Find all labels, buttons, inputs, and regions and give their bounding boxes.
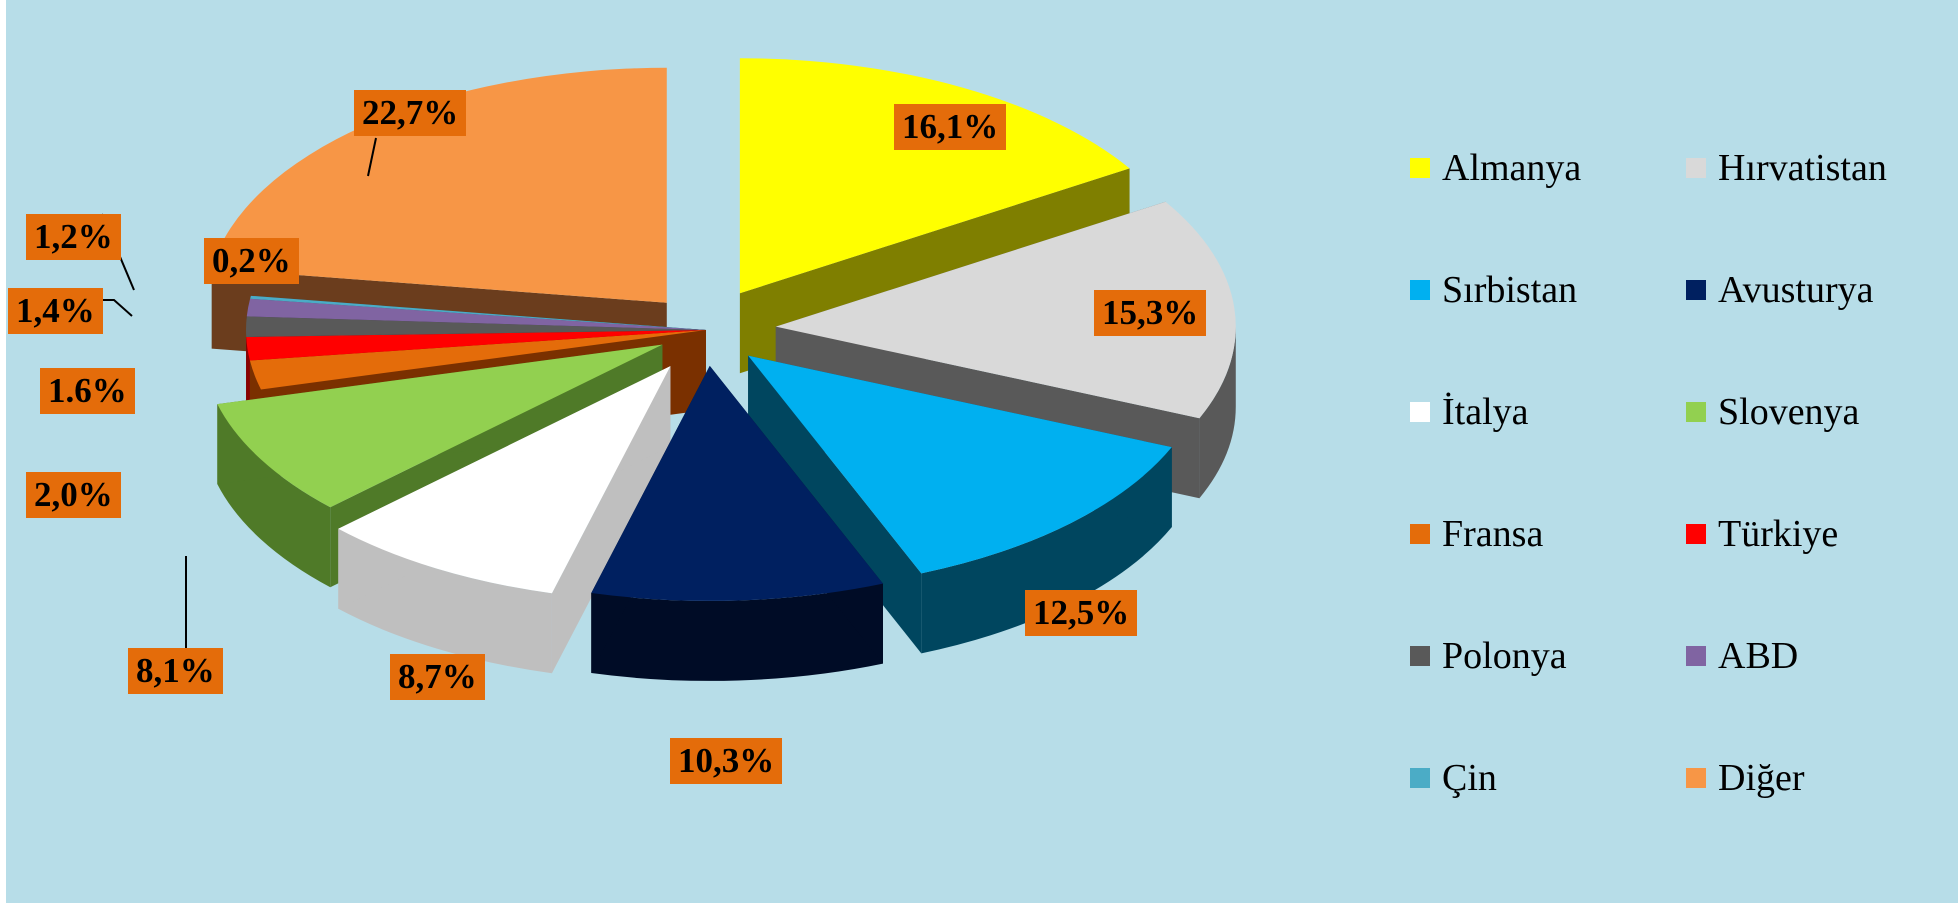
legend-swatch [1686, 646, 1706, 666]
legend-label: Türkiye [1718, 513, 1839, 555]
legend-item-hirvatistan: Hırvatistan [1686, 145, 1887, 191]
legend-label: İtalya [1442, 391, 1529, 433]
slice-almanya [739, 58, 1130, 294]
legend-swatch [1686, 158, 1706, 178]
legend-label: ABD [1718, 635, 1799, 677]
slice-diger [211, 67, 667, 303]
slice-polonya [245, 316, 706, 338]
slice-side-sirbistan [921, 447, 1172, 654]
legend-item-cin: Çin [1410, 755, 1497, 801]
data-label-polonya: 1,4% [8, 288, 103, 334]
slice-cin [250, 295, 707, 330]
legend-item-fransa: Fransa [1410, 511, 1543, 557]
legend-swatch [1410, 646, 1430, 666]
legend-item-sirbistan: Sırbistan [1410, 267, 1577, 313]
data-label-abd: 1,2% [26, 214, 121, 260]
data-label-almanya: 16,1% [894, 104, 1007, 150]
slice-side-avusturya [591, 583, 883, 681]
slice-side-hirvatistan [1199, 326, 1236, 499]
pie-chart [92, 58, 1236, 681]
leader-line-diger [367, 137, 377, 177]
slice-slovenya [217, 344, 663, 508]
data-label-turkiye: 1.6% [40, 368, 135, 414]
legend-swatch [1410, 402, 1430, 422]
legend-swatch [1686, 524, 1706, 544]
legend-label: Slovenya [1718, 391, 1860, 433]
legend-item-slovenya: Slovenya [1686, 389, 1859, 435]
legend-item-avusturya: Avusturya [1686, 267, 1874, 313]
legend-label: Almanya [1442, 147, 1582, 189]
slice-avusturya [591, 365, 883, 601]
legend-swatch [1410, 158, 1430, 178]
data-label-fransa: 2,0% [26, 472, 121, 518]
legend-swatch [1686, 402, 1706, 422]
legend-label: Sırbistan [1442, 269, 1578, 311]
data-label-avusturya: 10,3% [670, 738, 783, 784]
legend-label: Hırvatistan [1718, 147, 1887, 189]
legend-label: Polonya [1442, 635, 1567, 677]
legend-label: Avusturya [1718, 269, 1874, 311]
slice-hirvatistan [775, 201, 1236, 419]
legend-label: Diğer [1718, 757, 1805, 799]
slice-turkiye [246, 330, 706, 361]
legend-swatch [1686, 768, 1706, 788]
legend-item-abd: ABD [1686, 633, 1798, 679]
chart-area: 16,1% 15,3% 12,5% 10,3% 8,7% 8,1% 2,0% 1.6% 1,4%… [6, 0, 1958, 903]
legend-swatch [1410, 768, 1430, 788]
legend-label: Çin [1442, 757, 1497, 799]
data-label-hirvatistan: 15,3% [1094, 290, 1207, 336]
legend-item-diger: Diğer [1686, 755, 1805, 801]
legend-swatch [1410, 524, 1430, 544]
data-label-sirbistan: 12,5% [1025, 590, 1138, 636]
legend-item-turkiye: Türkiye [1686, 511, 1838, 557]
legend-swatch [1686, 280, 1706, 300]
slice-fransa [249, 330, 706, 390]
slice-sirbistan [748, 355, 1172, 574]
legend-item-almanya: Almanya [1410, 145, 1581, 191]
slice-abd [246, 298, 706, 330]
legend-item-italya: İtalya [1410, 389, 1529, 435]
data-label-diger: 22,7% [354, 90, 467, 136]
data-label-italya: 8,7% [390, 654, 485, 700]
legend-item-polonya: Polonya [1410, 633, 1567, 679]
legend-swatch [1410, 280, 1430, 300]
data-label-cin: 0,2% [204, 238, 299, 284]
slice-italya [338, 366, 671, 594]
legend-label: Fransa [1442, 513, 1544, 555]
data-label-slovenya: 8,1% [128, 648, 223, 694]
